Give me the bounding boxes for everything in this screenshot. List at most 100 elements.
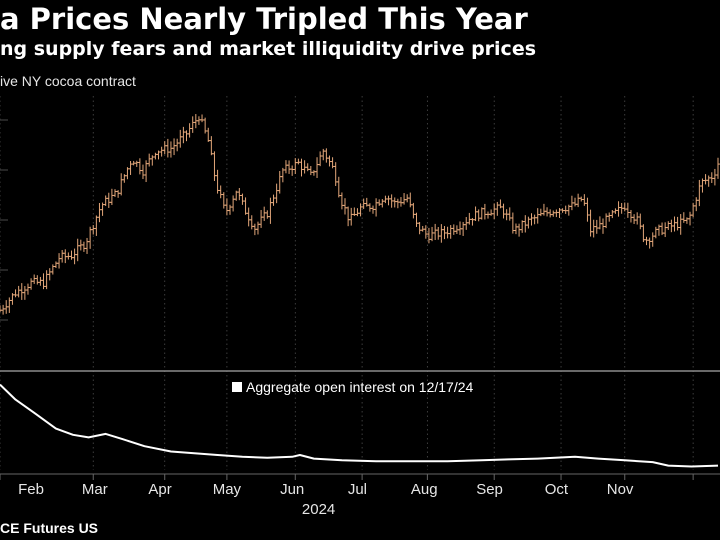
ohlc-bar <box>32 274 37 284</box>
ohlc-bar <box>694 197 699 212</box>
x-axis-year-label: 2024 <box>302 501 335 518</box>
ohlc-bar <box>439 224 444 243</box>
x-tick-label-aug: Aug <box>411 481 438 498</box>
x-axis: Feb Mar Apr May Jun Jul Aug Sep Oct Nov 2024 <box>0 474 694 518</box>
ohlc-bar <box>172 138 177 156</box>
ohlc-bar <box>666 221 671 230</box>
ohlc-bar <box>355 208 360 217</box>
ohlc-bar <box>678 214 683 235</box>
ohlc-bar <box>283 160 288 174</box>
ohlc-bar <box>597 216 602 230</box>
ohlc-bar <box>517 223 522 237</box>
ohlc-bar <box>529 213 534 226</box>
ohlc-bar <box>153 152 158 160</box>
ohlc-bar <box>140 164 145 180</box>
ohlc-bar <box>495 201 500 216</box>
ohlc-bar <box>53 261 58 269</box>
ohlc-bar <box>134 160 139 167</box>
ohlc-bar <box>451 224 456 235</box>
x-tick-label-may: May <box>213 481 242 498</box>
ohlc-bar <box>706 175 711 187</box>
open-interest-line <box>0 383 719 468</box>
ohlc-bar <box>703 174 708 185</box>
ohlc-bar <box>532 214 537 225</box>
ohlc-bar <box>709 172 714 184</box>
ohlc-bar <box>293 158 298 175</box>
ohlc-bar <box>178 129 183 148</box>
ohlc-bar <box>638 213 643 230</box>
ohlc-bar <box>221 192 226 209</box>
ohlc-bar <box>513 223 518 235</box>
ohlc-bar <box>113 189 118 197</box>
legend: Aggregate open interest on 12/17/24 <box>232 379 474 395</box>
ohlc-bar <box>85 237 90 254</box>
ohlc-bar <box>277 170 282 194</box>
ohlc-bar <box>200 114 205 123</box>
ohlc-bar <box>479 207 484 220</box>
ohlc-bar <box>591 219 596 238</box>
ohlc-bar <box>346 206 351 227</box>
ohlc-bar <box>458 221 463 235</box>
ohlc-bar <box>622 202 627 212</box>
x-tick-label-jul: Jul <box>348 481 367 498</box>
ohlc-bar <box>212 151 217 181</box>
ohlc-bar <box>367 203 372 212</box>
ohlc-bar <box>476 209 481 222</box>
ohlc-bar <box>520 220 525 233</box>
ohlc-bar <box>417 221 422 235</box>
ohlc-bar <box>29 278 34 290</box>
ohlc-bar <box>545 207 550 217</box>
x-tick-label-apr: Apr <box>148 481 171 498</box>
ohlc-bar <box>377 199 382 206</box>
ohlc-bar <box>44 270 49 290</box>
ohlc-bar <box>461 221 466 236</box>
ohlc-bar <box>262 206 267 221</box>
ohlc-bar <box>541 203 546 216</box>
ohlc-bar <box>50 264 55 275</box>
ohlc-bar <box>374 198 379 217</box>
ohlc-bar <box>57 253 62 269</box>
ohlc-bar <box>507 207 512 221</box>
ohlc-bar <box>672 216 677 232</box>
ohlc-bar <box>268 197 273 224</box>
ohlc-bar <box>548 209 553 218</box>
ohlc-bar <box>563 205 568 214</box>
ohlc-bar <box>411 202 416 219</box>
ohlc-bar <box>97 203 102 223</box>
ohlc-bar <box>315 157 320 179</box>
ohlc-bar <box>336 176 341 198</box>
legend-swatch <box>232 382 242 392</box>
ohlc-bar <box>271 194 276 206</box>
ohlc-bar <box>72 248 77 265</box>
ohlc-bar <box>255 221 260 235</box>
ohlc-bar <box>116 190 121 198</box>
ohlc-bar <box>81 241 86 252</box>
ohlc-bar <box>716 157 720 179</box>
series-label: ive NY cocoa contract <box>0 73 136 89</box>
ohlc-bar <box>343 198 348 215</box>
ohlc-bar <box>650 232 655 247</box>
ohlc-bar <box>436 227 441 240</box>
ohlc-bar <box>554 209 559 218</box>
ohlc-bar <box>25 283 30 295</box>
x-tick-label-nov: Nov <box>607 481 634 498</box>
ohlc-bar <box>697 179 702 207</box>
open-interest-series <box>0 383 719 468</box>
ohlc-bar <box>206 127 211 142</box>
ohlc-bar <box>430 226 435 242</box>
ohlc-bar <box>324 148 329 163</box>
ohlc-bar <box>386 195 391 206</box>
ohlc-bar <box>448 225 453 239</box>
ohlc-bar <box>106 192 111 208</box>
ohlc-bar <box>265 210 270 219</box>
ohlc-bar <box>582 194 587 206</box>
ohlc-bar <box>585 197 590 222</box>
ohlc-bar <box>69 250 74 260</box>
ohlc-bar <box>196 116 201 125</box>
ohlc-bar <box>392 197 397 208</box>
ohlc-bar <box>287 160 292 174</box>
legend-label: Aggregate open interest on 12/17/24 <box>246 379 474 395</box>
ohlc-bar <box>181 126 186 144</box>
ohlc-bar <box>246 207 251 227</box>
ohlc-bar <box>464 217 469 230</box>
